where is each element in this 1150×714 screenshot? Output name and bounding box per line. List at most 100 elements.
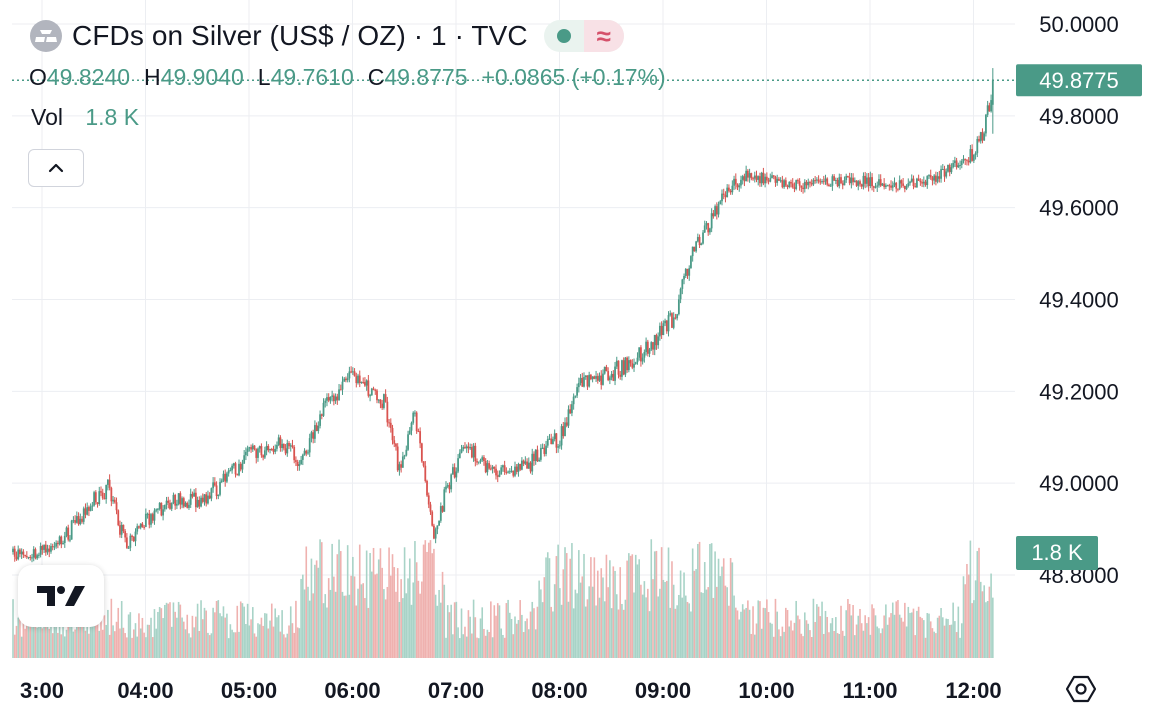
time-axis-tick: 04:00 (117, 678, 173, 703)
candle-body (555, 433, 558, 448)
collapse-legend-button[interactable] (28, 149, 84, 187)
volume-bar (959, 637, 961, 658)
candle-body (193, 492, 196, 497)
volume-bar (103, 615, 106, 658)
candle-body (991, 80, 994, 105)
candle-body (94, 492, 97, 503)
candle-body (24, 554, 26, 556)
candle-body (860, 184, 863, 187)
volume-bar (567, 601, 570, 658)
volume-bar (265, 613, 268, 658)
candle-body (44, 544, 47, 553)
candle-body (124, 531, 127, 538)
candle-body (208, 495, 211, 499)
candle-body (334, 396, 337, 402)
volume-bar (76, 605, 78, 658)
volume-bar (795, 600, 797, 658)
candle-body (769, 178, 772, 182)
candle-body (541, 447, 544, 449)
candle-body (805, 181, 808, 186)
time-axis[interactable]: 3:00 04:00 05:00 06:00 07:00 08:00 09:00 10:00 1… (20, 678, 1002, 703)
candle-body (332, 395, 335, 402)
volume-bar (151, 637, 154, 658)
volume-bar (514, 616, 516, 658)
price-axis[interactable]: 50.0000 49.8000 49.6000 49.4000 49.2000 49.00… (1039, 12, 1119, 588)
volume-bar (890, 613, 892, 658)
volume-bar (966, 563, 968, 658)
volume-bar (902, 621, 904, 658)
volume-bar (403, 547, 406, 658)
candle-body (510, 470, 513, 472)
candle-body (62, 543, 64, 545)
volume-bar (500, 628, 502, 658)
volume-bar (681, 597, 684, 658)
candle-body (155, 509, 158, 511)
volume-bar (200, 600, 202, 658)
candle-body (605, 366, 608, 372)
tradingview-logo-icon[interactable] (18, 565, 104, 627)
volume-bar (941, 617, 944, 658)
candle-body (12, 548, 14, 553)
candle-body (377, 399, 380, 401)
settings-icon[interactable] (1064, 672, 1098, 706)
volume-bar (985, 602, 987, 658)
volume-bar (105, 624, 107, 658)
candle-body (222, 473, 225, 481)
market-status-pill[interactable]: ≈ (543, 20, 624, 52)
candle-body (879, 179, 882, 186)
candle-body (177, 493, 180, 504)
volume-bar (543, 577, 546, 658)
candle-body (520, 460, 523, 470)
candle-body (467, 446, 470, 449)
candle-body (643, 352, 646, 358)
candle-body (703, 225, 706, 233)
volume-bar (659, 588, 661, 658)
volume-bar (164, 604, 166, 658)
candle-body (952, 163, 955, 168)
volume-bar (477, 638, 480, 658)
volume-bar (262, 625, 264, 658)
volume-bar (88, 633, 90, 658)
candle-body (227, 470, 230, 474)
candle-body (396, 446, 399, 471)
volume-bar (329, 589, 332, 658)
volume-bar (145, 637, 147, 658)
volume-bar (838, 633, 841, 658)
candle-body (144, 513, 147, 527)
candle-body (634, 362, 637, 364)
volume-bar (871, 604, 873, 658)
candle-body (905, 186, 908, 190)
candle-body (213, 482, 216, 486)
candle-body (852, 177, 854, 182)
high-label: H (144, 64, 161, 90)
candle-body (43, 544, 45, 550)
candle-body (357, 375, 359, 384)
candle-body (910, 178, 913, 182)
volume-bar (222, 606, 225, 658)
volume-bar (203, 607, 206, 658)
candle-body (205, 494, 208, 504)
candle-body (119, 525, 121, 535)
volume-bar (829, 623, 832, 658)
volume-bar (319, 539, 321, 658)
volume-bar (933, 631, 935, 658)
volume-bar (527, 629, 530, 658)
volume-bar (464, 626, 466, 658)
candle-body (220, 480, 223, 483)
candle-body (25, 555, 28, 557)
volume-bar (581, 576, 584, 658)
volume-bar (357, 588, 359, 658)
volume-bar (652, 579, 654, 658)
volume-bar (300, 578, 302, 658)
candle-body (548, 438, 551, 440)
candle-body (53, 546, 56, 548)
volume-bar (772, 636, 775, 658)
candle-body (58, 536, 61, 545)
candle-body (351, 371, 354, 373)
volume-bar (257, 623, 259, 658)
volume-bar (51, 633, 54, 658)
candle-body (522, 460, 525, 464)
candle-body (198, 499, 201, 507)
candle-body (136, 526, 139, 532)
